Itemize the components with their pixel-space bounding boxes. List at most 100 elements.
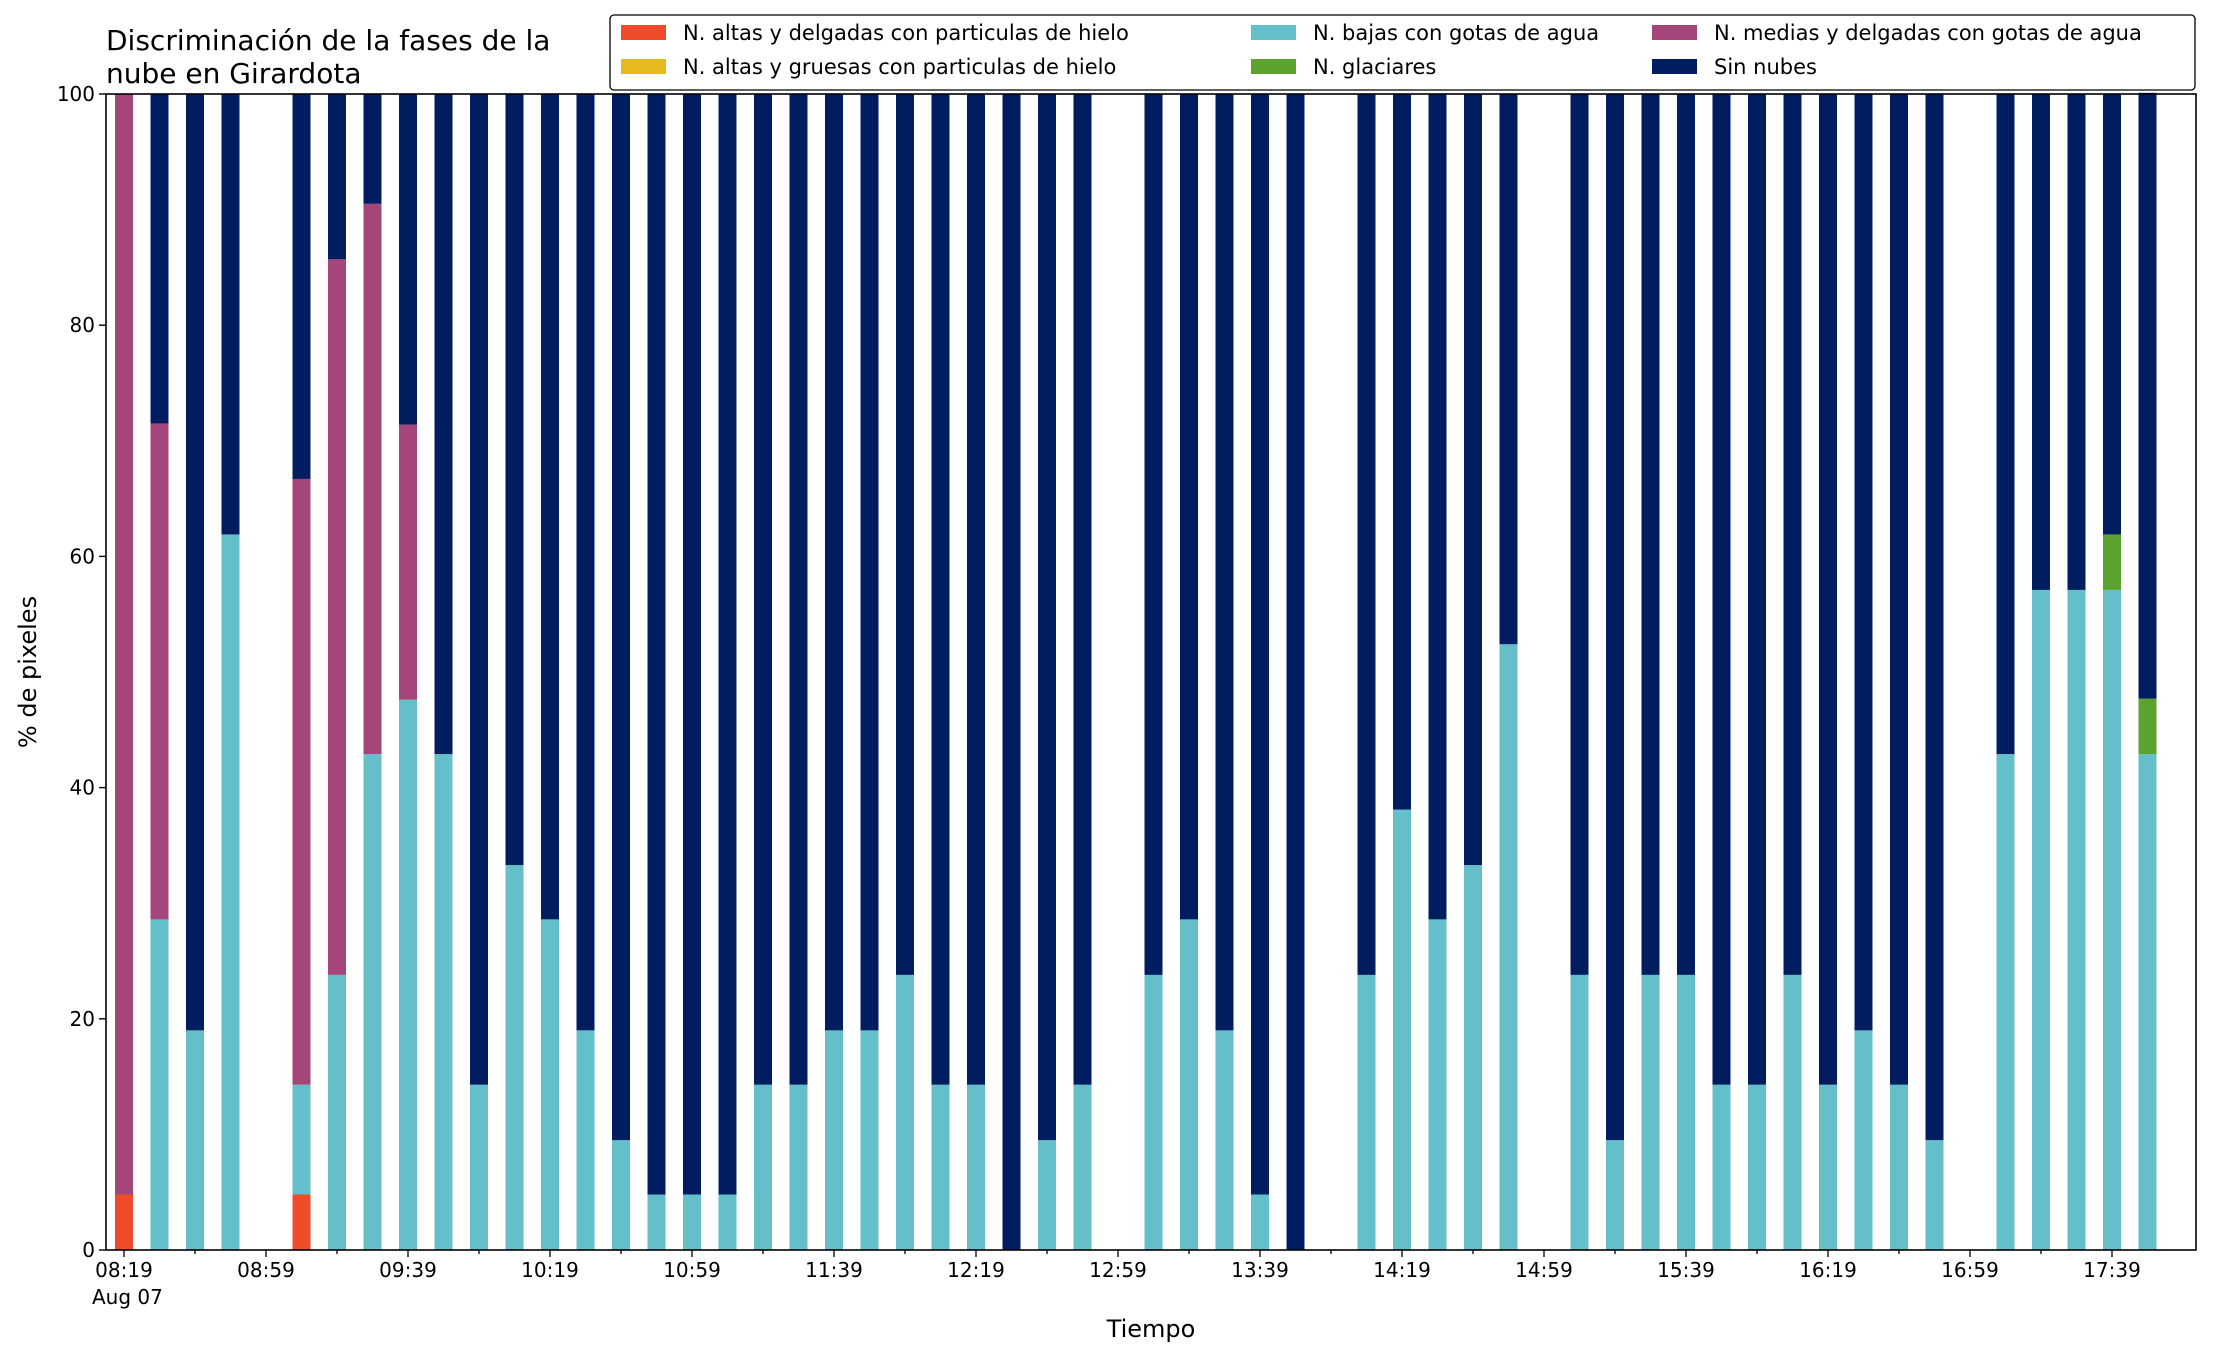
y-tick-label-5: 100	[57, 82, 95, 106]
bar-segment-2-25	[1038, 1140, 1056, 1250]
y-tick-label-2: 40	[70, 776, 95, 800]
bar-segment-5-45	[1854, 94, 1873, 1031]
bar-segment-5-36	[1499, 94, 1518, 645]
legend-swatch-5	[1652, 59, 1697, 74]
bar-segment-2-45	[1854, 1030, 1873, 1250]
bar-segment-2-10	[505, 865, 524, 1250]
bar-segment-5-18	[789, 94, 808, 1085]
bar-segment-2-50	[2067, 589, 2086, 1250]
x-tick-label-10: 14:59	[1515, 1258, 1573, 1282]
bar-segment-2-43	[1783, 974, 1802, 1250]
bar-segment-5-41	[1712, 94, 1731, 1085]
x-tick-label-3: 10:19	[521, 1258, 579, 1282]
bar-segment-2-13	[612, 1140, 630, 1250]
bar-segment-5-2	[186, 94, 204, 1031]
bar-segment-2-46	[1890, 1084, 1908, 1250]
bar-segment-2-29	[1215, 1030, 1234, 1250]
legend-label-5: Sin nubes	[1714, 55, 1817, 79]
bar-segment-4-0	[115, 94, 133, 1195]
bar-segment-5-13	[612, 94, 630, 1141]
bar-segment-2-18	[789, 1084, 808, 1250]
bar-segment-4-4	[292, 478, 311, 1085]
x-tick-label-1: 08:59	[237, 1258, 295, 1282]
bar-segment-5-4	[292, 94, 311, 479]
chart-title-line-2: nube en Girardota	[106, 57, 361, 90]
bar-segment-2-27	[1144, 974, 1163, 1250]
y-tick-label-4: 80	[70, 313, 95, 337]
y-tick-label-0: 0	[82, 1238, 95, 1262]
bar-segment-5-3	[221, 94, 240, 535]
legend-frame	[609, 14, 2196, 91]
x-tick-label-4: 10:59	[663, 1258, 721, 1282]
bar-segment-2-3	[221, 534, 240, 1250]
legend-swatch-4	[1652, 25, 1697, 40]
bar-segment-2-34	[1428, 919, 1447, 1250]
bar-segment-2-8	[434, 754, 453, 1250]
bar-segment-5-19	[825, 94, 843, 1031]
x-axis-label: Tiempo	[1106, 1315, 1196, 1343]
bar-segment-0-0	[115, 1194, 133, 1250]
bar-segment-5-49	[2032, 94, 2050, 590]
x-tick-sublabel: Aug 07	[92, 1285, 163, 1309]
bar-segment-5-28	[1180, 94, 1198, 920]
legend-swatch-1	[621, 59, 666, 74]
x-tick-label-14: 17:39	[2083, 1258, 2141, 1282]
bar-segment-5-20	[860, 94, 879, 1031]
bar-segment-2-17	[754, 1084, 772, 1250]
bar-segment-5-31	[1286, 94, 1305, 1250]
bar-segment-5-34	[1428, 94, 1447, 920]
bar-segment-5-47	[1925, 94, 1944, 1141]
bar-segment-5-43	[1783, 94, 1802, 975]
bar-segment-4-1	[150, 423, 169, 920]
axes-group	[105, 93, 2197, 1251]
bar-segment-4-7	[399, 424, 417, 700]
bar-segment-5-32	[1357, 94, 1376, 975]
bar-segment-2-32	[1357, 974, 1376, 1250]
bar-segment-3-51	[2103, 534, 2121, 590]
x-tick-label-2: 09:39	[379, 1258, 437, 1282]
bar-segment-5-24	[1002, 94, 1021, 1250]
legend: N. altas y delgadas con particulas de hi…	[609, 14, 2196, 91]
bar-segment-2-42	[1748, 1084, 1766, 1250]
bar-segment-2-35	[1464, 865, 1482, 1250]
bar-segment-5-12	[576, 94, 595, 1031]
x-tick-label-6: 12:19	[947, 1258, 1005, 1282]
bar-segment-5-25	[1038, 94, 1056, 1141]
bar-segment-0-4	[292, 1194, 311, 1250]
legend-swatch-0	[621, 25, 666, 40]
x-tick-label-8: 13:39	[1231, 1258, 1289, 1282]
bar-segment-2-12	[576, 1030, 595, 1250]
bar-segment-5-39	[1641, 94, 1660, 975]
bar-segment-2-39	[1641, 974, 1660, 1250]
bar-segment-2-19	[825, 1030, 843, 1250]
bar-segment-5-37	[1570, 94, 1589, 975]
bar-segment-4-5	[328, 259, 346, 975]
bar-segment-2-38	[1606, 1140, 1624, 1250]
bar-segment-5-40	[1677, 94, 1695, 975]
bar-segment-2-15	[683, 1194, 701, 1250]
bar-segment-5-16	[718, 94, 737, 1195]
bar-segment-5-27	[1144, 94, 1163, 975]
bar-segment-5-22	[931, 94, 950, 1085]
bar-segment-2-40	[1677, 974, 1695, 1250]
bar-segment-2-49	[2032, 589, 2050, 1250]
bar-segment-5-10	[505, 94, 524, 866]
bar-segment-2-20	[860, 1030, 879, 1250]
bar-segment-5-9	[470, 94, 488, 1085]
x-tick-label-12: 16:19	[1799, 1258, 1857, 1282]
legend-swatch-3	[1251, 59, 1296, 74]
bar-segment-5-7	[399, 94, 417, 425]
bar-segment-2-9	[470, 1084, 488, 1250]
y-tick-label-3: 60	[70, 544, 95, 568]
bar-segment-2-28	[1180, 919, 1198, 1250]
bar-segment-2-37	[1570, 974, 1589, 1250]
bar-segment-2-47	[1925, 1140, 1944, 1250]
bar-segment-5-51	[2103, 94, 2121, 535]
bar-segment-2-2	[186, 1030, 204, 1250]
bar-segment-5-35	[1464, 94, 1482, 866]
x-tick-label-11: 15:39	[1657, 1258, 1715, 1282]
bar-segment-2-52	[2138, 754, 2157, 1250]
bar-segment-5-42	[1748, 94, 1766, 1085]
bar-segment-2-22	[931, 1084, 950, 1250]
legend-label-1: N. altas y gruesas con particulas de hie…	[683, 55, 1116, 79]
